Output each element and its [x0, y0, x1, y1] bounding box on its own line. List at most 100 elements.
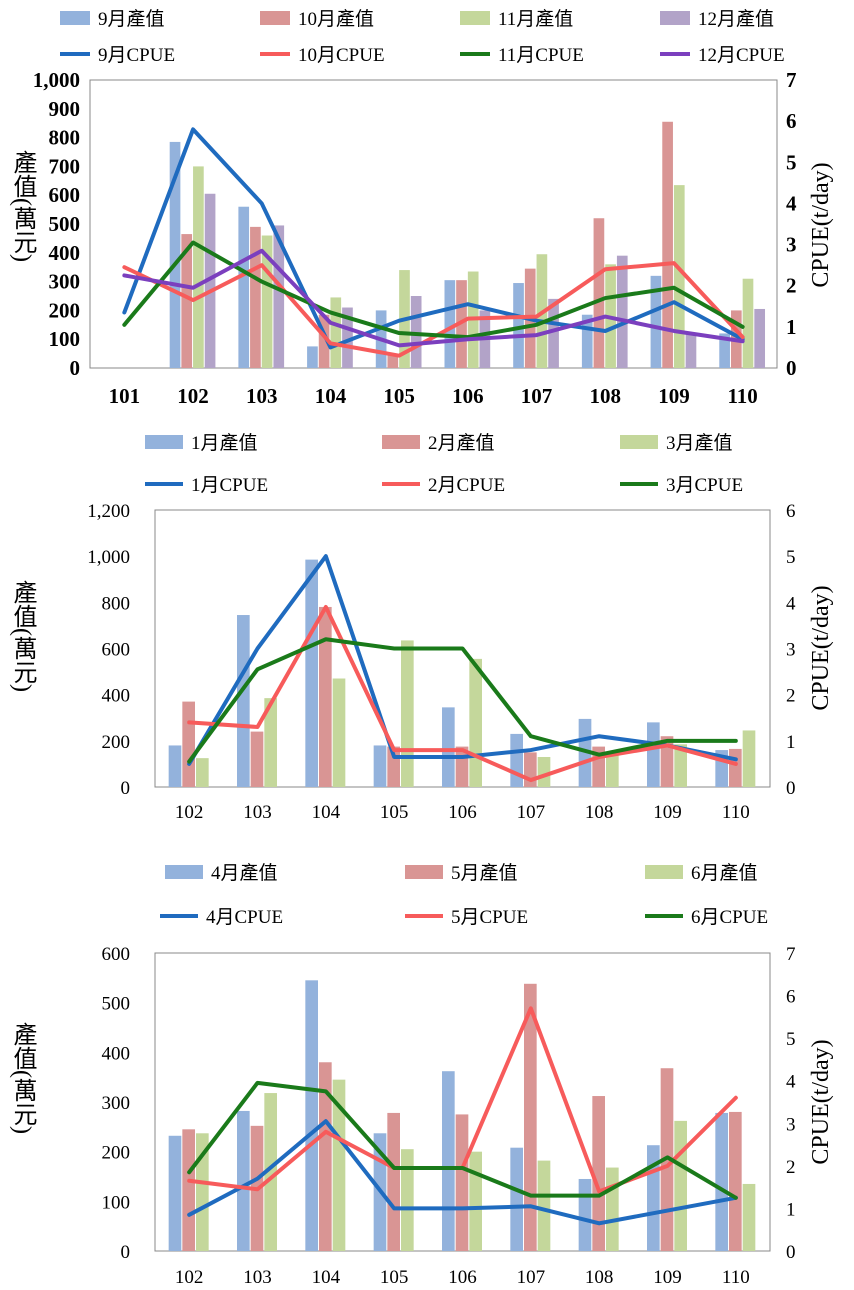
x-tick-label: 105 [380, 802, 409, 823]
x-tick-label: 107 [517, 1267, 546, 1288]
left-tick-label: 600 [49, 183, 81, 207]
legend-swatch-2月產值 [382, 435, 420, 449]
bar-12月產值 [548, 298, 559, 368]
x-tick-label: 104 [312, 802, 341, 823]
line-9月CPUE [122, 127, 745, 350]
bar-5月產值 [182, 1129, 195, 1251]
bar-1月產值 [305, 559, 318, 787]
legend-swatch-1月產值 [145, 435, 183, 449]
bar-2月產值 [182, 701, 195, 787]
legend-label: 4月產值 [211, 862, 278, 884]
bar-3月產值 [537, 756, 551, 787]
x-tick-label: 103 [243, 802, 272, 823]
legend-label: 2月產值 [428, 432, 495, 454]
left-tick-label: 100 [102, 1192, 131, 1213]
bar-9月產值 [581, 314, 593, 368]
bar-6月產值 [674, 1120, 687, 1251]
bar-6月產值 [469, 1151, 482, 1251]
x-tick-label: 106 [448, 1267, 477, 1288]
bar-4月產值 [715, 1112, 728, 1251]
bar-11月產值 [261, 235, 273, 368]
x-tick-label: 102 [175, 802, 204, 823]
x-tick-label: 109 [653, 1267, 682, 1288]
bar-3月產值 [264, 698, 277, 787]
right-tick-label: 4 [786, 1072, 796, 1093]
bar-2月產值 [660, 736, 674, 787]
line-11月CPUE [122, 240, 745, 340]
x-tick-label: 102 [175, 1267, 204, 1288]
bar-9月產值 [307, 346, 318, 368]
bar-10月產值 [318, 314, 330, 368]
x-tick-label: 106 [452, 384, 484, 408]
bar-1月產值 [442, 707, 455, 787]
right-tick-label: 4 [786, 191, 797, 215]
left-tick-label: 600 [102, 944, 131, 965]
left-axis-title: 產值(萬元) [9, 150, 37, 262]
bar-1月產值 [237, 615, 250, 787]
line-4月CPUE [187, 1119, 738, 1226]
legend-swatch-4月產值 [165, 865, 203, 879]
x-tick-label: 105 [383, 384, 415, 408]
line-6月CPUE [187, 1080, 738, 1200]
x-tick-label: 105 [380, 1267, 409, 1288]
x-tick-label: 110 [722, 802, 750, 823]
bar-4月產值 [442, 1071, 455, 1251]
bar-10月產值 [662, 121, 673, 368]
bar-12月產值 [273, 225, 285, 368]
right-tick-label: 0 [786, 356, 797, 380]
line-1月CPUE [187, 554, 738, 766]
x-tick-label: 109 [653, 802, 682, 823]
x-tick-label: 101 [109, 384, 141, 408]
legend-swatch-10月產值 [260, 11, 290, 25]
left-tick-label: 500 [49, 212, 81, 236]
chart-1: 0 100 200 300 400 500 600 700 800 900 1,000 0 1 2 3 4 5 6… [9, 8, 834, 408]
right-tick-label: 0 [786, 1242, 796, 1263]
bar-3月產值 [606, 754, 619, 787]
bar-3月產值 [742, 730, 756, 787]
right-tick-label: 7 [786, 944, 796, 965]
right-axis-title: CPUE(t/day) [808, 1039, 834, 1164]
legend-label: 11月CPUE [498, 45, 584, 66]
x-tick-label: 110 [727, 384, 757, 408]
left-tick-label: 400 [102, 1043, 131, 1064]
x-tick-label: 107 [521, 384, 553, 408]
bar-1月產值 [168, 745, 182, 787]
bar-5月產值 [524, 983, 537, 1251]
right-tick-label: 3 [786, 233, 797, 257]
bar-5月產值 [319, 1062, 332, 1251]
legend-label: 9月CPUE [98, 45, 175, 66]
left-tick-label: 300 [49, 270, 81, 294]
bar-3月產值 [469, 658, 482, 787]
right-tick-label: 6 [786, 501, 796, 522]
bar-4月產值 [237, 1110, 250, 1251]
bar-6月產值 [196, 1133, 209, 1251]
left-tick-label: 500 [102, 994, 131, 1015]
right-tick-label: 1 [786, 1199, 796, 1220]
right-tick-label: 5 [786, 150, 797, 174]
legend-label: 6月CPUE [691, 907, 768, 928]
bar-1月產值 [373, 745, 387, 787]
left-tick-label: 800 [49, 126, 81, 150]
bar-10月產值 [250, 226, 261, 368]
left-tick-label: 1,200 [87, 501, 130, 522]
legend-label: 10月產值 [298, 8, 374, 30]
x-tick-label: 108 [585, 1267, 614, 1288]
legend-label: 10月CPUE [298, 45, 385, 66]
bar-12月產值 [204, 193, 216, 368]
x-tick-label: 104 [315, 384, 347, 408]
right-tick-label: 6 [786, 987, 796, 1008]
line-3月CPUE [187, 637, 738, 764]
bar-2月產值 [729, 748, 742, 787]
legend-label: 3月CPUE [666, 475, 743, 496]
bar-10月產值 [593, 218, 605, 368]
legend-label: 12月CPUE [698, 45, 785, 66]
bar-5月產值 [729, 1111, 742, 1251]
x-tick-label: 106 [448, 802, 477, 823]
legend-swatch-9月產值 [60, 11, 90, 25]
legend-label: 1月CPUE [191, 475, 268, 496]
left-tick-label: 0 [121, 1242, 131, 1263]
legend-label: 12月產值 [698, 8, 774, 30]
right-tick-label: 5 [786, 1029, 796, 1050]
bar-9月產值 [650, 275, 662, 368]
bar-5月產值 [592, 1096, 605, 1251]
